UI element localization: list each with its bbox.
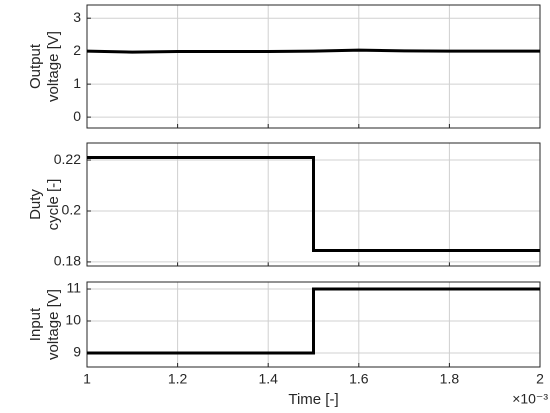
x-multiplier: ×10⁻³ bbox=[512, 391, 548, 407]
y-tick-label: 11 bbox=[66, 280, 81, 296]
x-axis-label: Time [-] bbox=[288, 391, 338, 408]
x-tick-label: 1.6 bbox=[349, 371, 369, 387]
x-tick-label: 1 bbox=[83, 371, 91, 387]
x-tick-label: 1.8 bbox=[440, 371, 460, 387]
plot-frame bbox=[86, 4, 541, 129]
y-tick-label: 9 bbox=[73, 344, 81, 360]
y-axis-label: Output bbox=[27, 43, 44, 89]
y-tick-label: 0.2 bbox=[62, 202, 82, 218]
y-tick-label: 2 bbox=[73, 42, 81, 58]
y-axis-label: cycle [-] bbox=[45, 179, 62, 231]
x-tick-label: 2 bbox=[536, 371, 544, 387]
y-tick-label: 3 bbox=[73, 9, 81, 25]
y-tick-label: 1 bbox=[73, 75, 81, 91]
y-tick-label: 0.22 bbox=[54, 151, 81, 167]
data-line bbox=[87, 287, 540, 355]
x-tick-label: 1.4 bbox=[258, 371, 278, 387]
y-tick-label: 0.18 bbox=[54, 253, 81, 269]
plot-frame bbox=[86, 142, 541, 267]
y-tick-label: 10 bbox=[65, 312, 81, 328]
y-axis-label: Duty bbox=[27, 189, 44, 220]
y-axis-label: voltage [V] bbox=[45, 289, 62, 360]
data-line bbox=[86, 48, 540, 54]
y-tick-label: 0 bbox=[73, 108, 81, 124]
plot-area bbox=[87, 5, 540, 128]
plot-frame bbox=[86, 281, 541, 368]
y-axis-label: Input bbox=[27, 307, 44, 341]
x-tick-label: 1.2 bbox=[168, 371, 188, 387]
y-axis-label: voltage [V] bbox=[45, 31, 62, 102]
data-line bbox=[87, 156, 540, 252]
